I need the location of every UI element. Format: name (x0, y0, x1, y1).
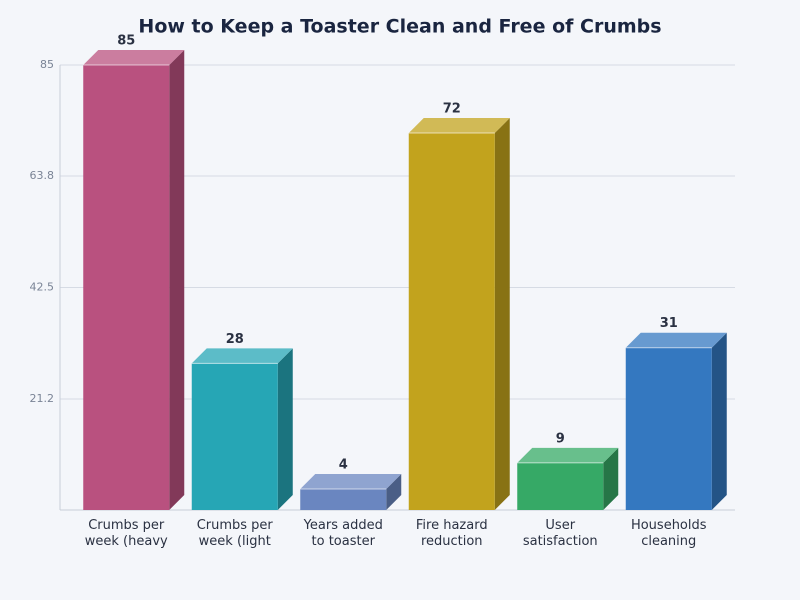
bar (83, 50, 185, 510)
bar-top (517, 447, 619, 463)
bar (517, 447, 619, 510)
bar-side (603, 447, 619, 510)
x-tick-label: User satisfaction (523, 518, 598, 549)
value-label: 72 (443, 102, 461, 117)
bar (300, 474, 402, 510)
value-label: 9 (556, 431, 565, 446)
bar-top (625, 332, 727, 348)
bar-front (300, 489, 387, 510)
bar-top (300, 474, 402, 490)
bar (408, 118, 510, 510)
bar-front (83, 65, 170, 510)
bar-front (625, 347, 712, 510)
bar-top (408, 118, 510, 134)
bar-top (83, 50, 185, 65)
x-tick-label: Years added to toaster (303, 518, 383, 549)
chart-title: How to Keep a Toaster Clean and Free of … (138, 16, 661, 38)
y-tick-label: 21.2 (30, 392, 55, 405)
bar-front (191, 363, 278, 510)
value-label: 31 (660, 316, 678, 331)
y-tick-label: 85 (40, 58, 54, 71)
value-label: 85 (117, 34, 135, 49)
value-label: 4 (339, 458, 348, 473)
bar-top (191, 348, 293, 364)
x-tick-label: Households cleaning (631, 518, 707, 549)
bar-side (711, 332, 727, 510)
value-label: 28 (226, 332, 244, 347)
y-tick-label: 63.8 (30, 169, 55, 182)
bar (625, 332, 727, 510)
y-tick-label: 42.5 (30, 281, 55, 294)
bar-side (169, 50, 185, 510)
x-tick-label: Crumbs per week (heavy (85, 518, 168, 549)
x-tick-label: Fire hazard reduction (416, 518, 488, 549)
bar-front (408, 133, 495, 510)
bar-side (494, 118, 510, 510)
bar (191, 348, 293, 510)
bar-side (277, 348, 293, 510)
bar-side (386, 474, 402, 510)
x-tick-label: Crumbs per week (light (197, 518, 274, 549)
bar-front (517, 462, 604, 510)
